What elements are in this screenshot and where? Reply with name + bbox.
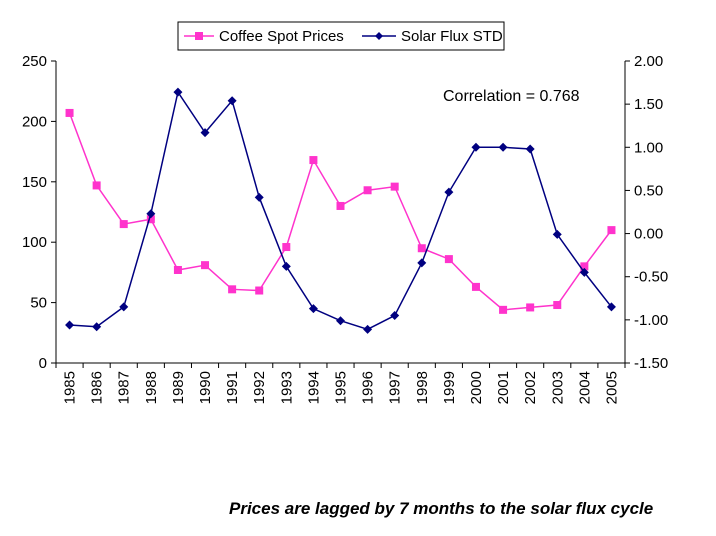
x-axis-tick-label: 2002 — [522, 371, 539, 404]
solar-data-point — [65, 320, 75, 330]
x-axis-tick-label: 2004 — [576, 371, 593, 404]
coffee-data-point — [580, 262, 589, 271]
x-axis-tick-label: 1995 — [333, 371, 350, 404]
x-axis-tick-label: 1999 — [441, 371, 458, 404]
solar-data-point — [363, 324, 373, 334]
coffee-data-point — [119, 220, 128, 229]
x-axis-tick-label: 1985 — [62, 371, 79, 404]
x-axis-tick-label: 2001 — [495, 371, 512, 404]
coffee-data-point — [201, 261, 210, 270]
right-axis-tick-label: 0.00 — [634, 226, 663, 243]
coffee-data-point — [444, 255, 453, 264]
right-axis-tick-label: 0.50 — [634, 182, 663, 199]
coffee-data-point — [309, 156, 318, 165]
coffee-data-point — [607, 226, 616, 235]
x-axis-tick-label: 1987 — [116, 371, 133, 404]
right-axis-tick-label: -1.00 — [634, 312, 668, 329]
coffee-data-point — [65, 108, 74, 117]
solar-data-point — [281, 261, 291, 271]
coffee-data-point — [173, 265, 182, 274]
coffee-data-point — [255, 286, 264, 295]
coffee-data-point — [92, 181, 101, 190]
legend-solar-label: Solar Flux STD — [401, 28, 503, 45]
x-axis-tick-label: 1990 — [197, 371, 214, 404]
solar-data-point — [444, 187, 454, 197]
coffee-data-point — [228, 285, 237, 294]
coffee-data-point — [417, 244, 426, 253]
legend-coffee-label: Coffee Spot Prices — [219, 28, 344, 45]
right-axis-tick-label: 2.00 — [634, 53, 663, 70]
series — [65, 87, 616, 334]
solar-data-point — [173, 87, 183, 97]
solar-data-point — [417, 258, 427, 268]
solar-data-point — [525, 144, 535, 154]
solar-data-point — [200, 128, 210, 138]
left-axis-tick-label: 50 — [30, 295, 47, 312]
left-axis-tick-label: 150 — [22, 174, 47, 191]
solar-data-point — [579, 267, 589, 277]
coffee-data-point — [146, 215, 155, 224]
x-axis-tick-label: 1996 — [360, 371, 377, 404]
left-axis-tick-label: 100 — [22, 234, 47, 251]
x-axis-tick-label: 1994 — [305, 371, 322, 404]
coffee-data-point — [526, 303, 535, 312]
coffee-data-point — [282, 243, 291, 252]
x-axis-tick-label: 2003 — [549, 371, 566, 404]
solar-data-point — [336, 316, 345, 326]
x-axis-tick-label: 1991 — [224, 371, 241, 404]
left-axis-tick-label: 0 — [39, 355, 47, 372]
chart-caption: Prices are lagged by 7 months to the sol… — [229, 499, 654, 518]
x-axis-tick-label: 2000 — [468, 371, 485, 404]
solar-data-point — [552, 229, 562, 239]
solar-data-point — [498, 142, 508, 152]
left-axis-tick-label: 200 — [22, 113, 47, 130]
legend-coffee-marker — [195, 32, 203, 40]
x-axis-tick-label: 1997 — [387, 371, 404, 404]
solar-data-point — [308, 304, 318, 314]
solar-data-point — [92, 322, 102, 332]
solar-data-point — [471, 142, 481, 152]
coffee-data-point — [363, 186, 372, 195]
legend: Coffee Spot Prices Solar Flux STD — [177, 21, 505, 51]
legend-solar-marker — [375, 32, 383, 40]
x-axis-tick-label: 1988 — [143, 371, 160, 404]
solar-data-point — [254, 192, 264, 202]
x-axis-tick-label: 1993 — [278, 371, 295, 404]
solar-data-point — [227, 96, 237, 106]
x-axis-tick-label: 1992 — [251, 371, 268, 404]
coffee-data-point — [336, 201, 345, 210]
coffee-data-point — [471, 282, 480, 291]
solar-data-point — [146, 209, 156, 219]
right-axis-tick-label: 1.50 — [634, 96, 663, 113]
axes: 0 50 100 150 200 250 -1.50 -1.00 -0.50 0.00 0.50 1.… — [22, 53, 668, 404]
coffee-data-point — [390, 182, 399, 191]
right-axis-tick-label: -1.50 — [634, 355, 668, 372]
x-axis-tick-label: 1998 — [414, 371, 431, 404]
x-axis-tick-label: 2005 — [603, 371, 620, 404]
right-axis-tick-label: -0.50 — [634, 269, 668, 286]
right-axis-tick-label: 1.00 — [634, 139, 663, 156]
x-axis-tick-label: 1989 — [170, 371, 187, 404]
solar-data-point — [606, 302, 616, 312]
left-axis-tick-label: 250 — [22, 53, 47, 70]
coffee-data-point — [499, 305, 508, 314]
coffee-data-point — [553, 301, 562, 310]
legend-box — [177, 21, 505, 51]
solar-data-point — [390, 311, 400, 321]
x-axis-tick-label: 1986 — [89, 371, 106, 404]
correlation-annotation: Correlation = 0.768 — [443, 88, 580, 105]
solar-data-point — [119, 302, 129, 312]
